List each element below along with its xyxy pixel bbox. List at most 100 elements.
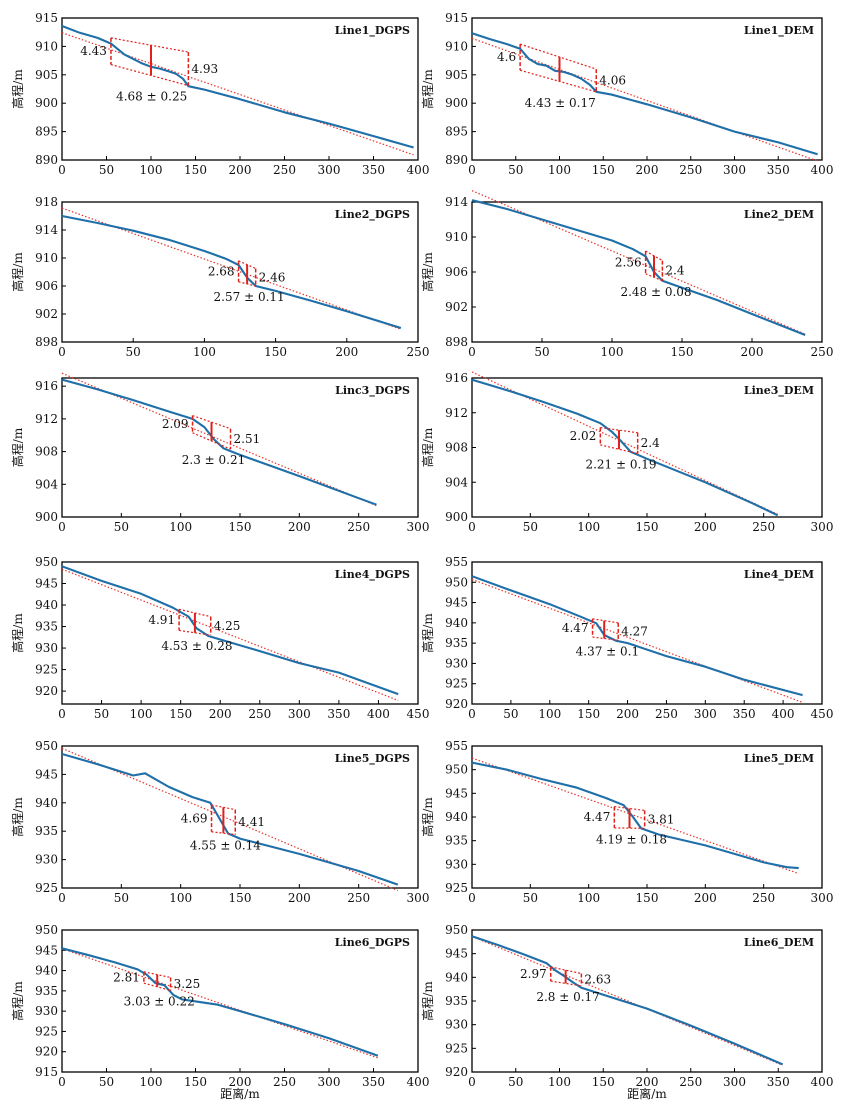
x-tick-label: 0 — [58, 891, 66, 905]
y-tick-label: 935 — [35, 620, 58, 634]
y-tick-label: 920 — [35, 684, 58, 698]
x-tick-label: 100 — [169, 520, 192, 534]
panel-title: Line1_DEM — [744, 24, 814, 38]
x-tick-label: 50 — [503, 707, 518, 721]
x-tick-label: 100 — [548, 1075, 571, 1089]
y-axis-label: 高程/m — [420, 613, 435, 653]
scarp-mean-value: 2.48 ± 0.08 — [620, 285, 691, 299]
x-tick-label: 150 — [184, 163, 207, 177]
y-tick-label: 950 — [445, 575, 468, 589]
x-tick-label: 250 — [347, 891, 370, 905]
y-tick-label: 945 — [445, 786, 468, 800]
y-tick-label: 904 — [445, 475, 468, 489]
x-tick-label: 350 — [327, 707, 350, 721]
y-tick-label: 898 — [35, 335, 58, 349]
y-tick-label: 935 — [35, 824, 58, 838]
y-tick-label: 898 — [445, 335, 468, 349]
y-tick-label: 916 — [445, 371, 468, 385]
x-tick-label: 150 — [592, 1075, 615, 1089]
x-tick-label: 0 — [58, 707, 66, 721]
x-tick-label: 0 — [58, 1075, 66, 1089]
x-tick-label: 250 — [679, 163, 702, 177]
x-tick-label: 150 — [184, 1075, 207, 1089]
y-tick-label: 915 — [445, 11, 468, 25]
scarp-left-value: 4.69 — [181, 811, 208, 825]
x-tick-label: 50 — [99, 1075, 114, 1089]
x-tick-label: 250 — [655, 707, 678, 721]
x-tick-label: 150 — [264, 345, 287, 359]
x-tick-label: 150 — [169, 707, 192, 721]
scarp-right-value: 2.4 — [665, 264, 684, 278]
y-tick-label: 930 — [445, 857, 468, 871]
x-tick-label: 50 — [99, 163, 114, 177]
y-tick-label: 900 — [445, 510, 468, 524]
x-tick-label: 150 — [636, 520, 659, 534]
x-tick-label: 100 — [548, 163, 571, 177]
x-tick-label: 200 — [229, 163, 252, 177]
x-tick-label: 250 — [347, 520, 370, 534]
x-tick-label: 100 — [193, 345, 216, 359]
x-tick-label: 400 — [811, 163, 834, 177]
x-tick-label: 0 — [468, 345, 476, 359]
y-tick-label: 925 — [445, 1041, 468, 1055]
x-tick-label: 0 — [58, 345, 66, 359]
y-tick-label: 945 — [35, 943, 58, 957]
y-tick-label: 915 — [35, 1065, 58, 1079]
x-tick-label: 400 — [407, 1075, 430, 1089]
x-tick-label: 300 — [318, 163, 341, 177]
y-tick-label: 910 — [35, 251, 58, 265]
plot-frame — [62, 378, 418, 517]
x-tick-label: 350 — [362, 1075, 385, 1089]
scarp-left-value: 2.09 — [162, 417, 189, 431]
x-tick-label: 50 — [534, 345, 549, 359]
x-tick-label: 150 — [671, 345, 694, 359]
y-tick-label: 905 — [35, 68, 58, 82]
y-axis-label: 高程/m — [10, 981, 25, 1021]
scarp-mean-value: 4.55 ± 0.14 — [190, 839, 261, 853]
scarp-mean-value: 4.43 ± 0.17 — [525, 96, 596, 110]
y-tick-label: 915 — [35, 11, 58, 25]
x-tick-label: 50 — [523, 520, 538, 534]
x-tick-label: 200 — [636, 163, 659, 177]
panel-title: Line2_DGPS — [335, 208, 410, 222]
y-tick-label: 940 — [35, 796, 58, 810]
y-tick-label: 925 — [445, 881, 468, 895]
y-tick-label: 930 — [35, 641, 58, 655]
scarp-mean-value: 2.8 ± 0.17 — [536, 990, 600, 1004]
scarp-right-value: 2.4 — [641, 436, 660, 450]
x-tick-label: 0 — [468, 163, 476, 177]
y-tick-label: 925 — [35, 1024, 58, 1038]
x-tick-label: 50 — [523, 891, 538, 905]
scarp-mean-value: 3.03 ± 0.22 — [124, 994, 195, 1008]
x-tick-label: 350 — [767, 1075, 790, 1089]
x-tick-label: 200 — [694, 891, 717, 905]
x-tick-label: 250 — [679, 1075, 702, 1089]
y-tick-label: 914 — [35, 223, 58, 237]
y-tick-label: 904 — [35, 477, 58, 491]
scarp-left-value: 4.91 — [148, 613, 175, 627]
x-tick-label: 300 — [407, 520, 430, 534]
x-tick-label: 350 — [767, 163, 790, 177]
y-tick-label: 920 — [445, 697, 468, 711]
scarp-mean-value: 4.53 ± 0.28 — [161, 639, 232, 653]
y-tick-label: 906 — [445, 265, 468, 279]
y-tick-label: 945 — [35, 767, 58, 781]
x-tick-label: 300 — [723, 1075, 746, 1089]
scarp-left-value: 4.47 — [562, 621, 589, 635]
x-tick-label: 100 — [601, 345, 624, 359]
x-tick-label: 200 — [209, 707, 232, 721]
x-tick-label: 350 — [362, 163, 385, 177]
x-tick-label: 300 — [318, 1075, 341, 1089]
y-tick-label: 890 — [35, 153, 58, 167]
y-tick-label: 902 — [35, 307, 58, 321]
y-tick-label: 940 — [445, 810, 468, 824]
x-tick-label: 100 — [577, 891, 600, 905]
y-tick-label: 935 — [445, 636, 468, 650]
x-tick-label: 0 — [468, 891, 476, 905]
plot-frame — [472, 930, 822, 1072]
y-axis-label: 高程/m — [420, 981, 435, 1021]
